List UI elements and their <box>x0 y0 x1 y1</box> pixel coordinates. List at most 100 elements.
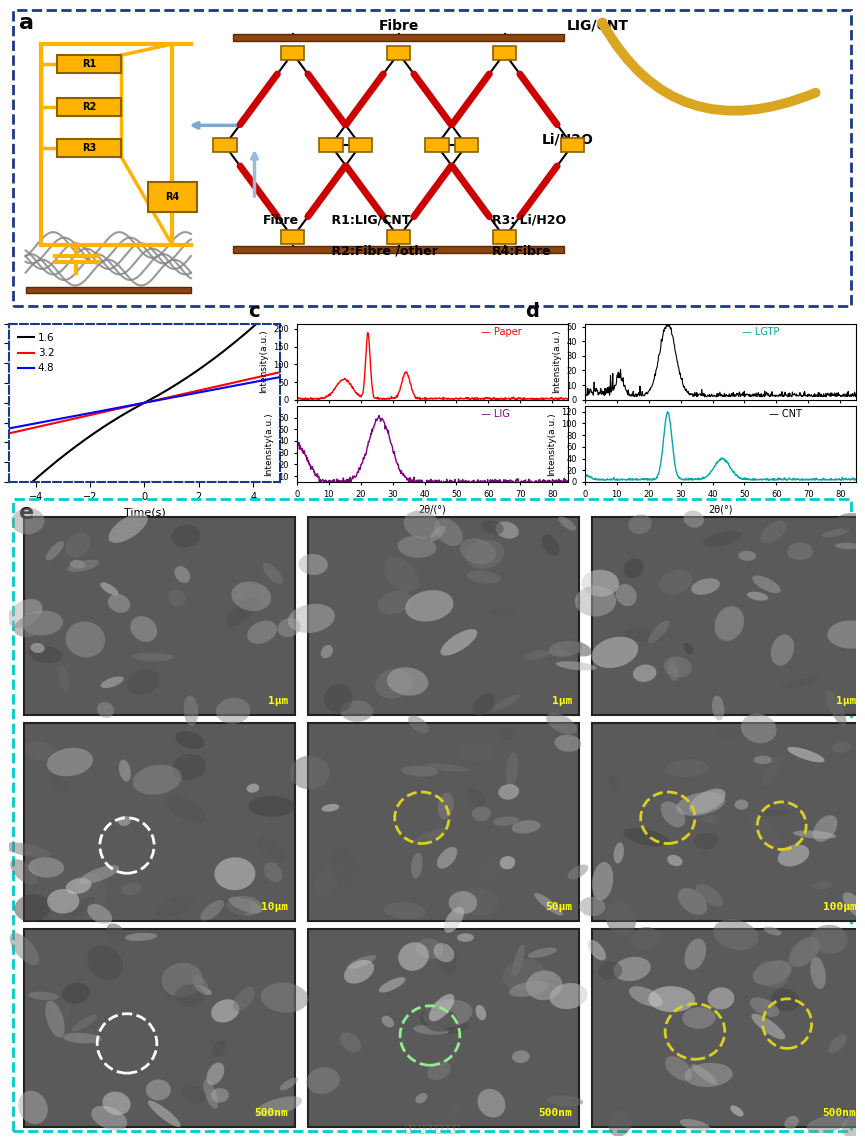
Ellipse shape <box>384 902 426 919</box>
Ellipse shape <box>756 960 788 988</box>
1.6 <box>170 378 180 392</box>
Ellipse shape <box>787 747 824 763</box>
Ellipse shape <box>694 833 718 850</box>
Ellipse shape <box>771 635 794 666</box>
Ellipse shape <box>458 887 499 915</box>
Ellipse shape <box>382 1069 421 1099</box>
Ellipse shape <box>381 1015 394 1028</box>
Ellipse shape <box>708 988 734 1010</box>
Text: 1μm: 1μm <box>836 695 856 706</box>
Ellipse shape <box>509 981 548 997</box>
Ellipse shape <box>22 611 63 635</box>
Ellipse shape <box>555 661 597 670</box>
Bar <box>349 138 372 152</box>
Ellipse shape <box>827 620 865 649</box>
Ellipse shape <box>228 896 262 914</box>
4.8 <box>4 421 15 435</box>
Ellipse shape <box>482 520 504 534</box>
Ellipse shape <box>702 531 741 547</box>
Ellipse shape <box>207 1062 224 1085</box>
Ellipse shape <box>169 589 186 606</box>
Bar <box>592 928 863 1127</box>
Bar <box>387 47 411 61</box>
Ellipse shape <box>661 802 685 827</box>
Ellipse shape <box>467 788 485 807</box>
Ellipse shape <box>413 1026 449 1035</box>
Ellipse shape <box>835 542 861 549</box>
1.6 <box>275 295 285 308</box>
Ellipse shape <box>734 799 748 810</box>
Ellipse shape <box>87 904 112 924</box>
Text: 500nm: 500nm <box>823 1108 856 1118</box>
Text: R4: R4 <box>165 193 179 202</box>
X-axis label: Time(s): Time(s) <box>124 507 165 517</box>
Ellipse shape <box>812 882 832 890</box>
Ellipse shape <box>842 1110 865 1139</box>
Ellipse shape <box>680 1119 710 1132</box>
Line: 4.8: 4.8 <box>9 377 280 428</box>
Ellipse shape <box>248 796 295 817</box>
Bar <box>592 517 863 715</box>
Ellipse shape <box>166 795 205 823</box>
Ellipse shape <box>176 731 204 749</box>
Bar <box>454 138 478 152</box>
Ellipse shape <box>399 942 429 971</box>
Ellipse shape <box>288 604 335 633</box>
Text: Fibre: Fibre <box>378 18 419 33</box>
3.2 <box>250 371 260 385</box>
Ellipse shape <box>668 661 679 681</box>
Bar <box>234 246 564 252</box>
Ellipse shape <box>28 991 59 1000</box>
Y-axis label: Intensity(a.u.): Intensity(a.u.) <box>264 412 272 476</box>
Text: R1: R1 <box>82 59 96 69</box>
Bar <box>57 98 121 115</box>
Text: — Paper: — Paper <box>482 327 522 337</box>
Ellipse shape <box>712 695 724 721</box>
Ellipse shape <box>330 849 356 885</box>
Ellipse shape <box>749 817 781 849</box>
Ellipse shape <box>702 814 720 823</box>
Ellipse shape <box>659 570 692 594</box>
Ellipse shape <box>408 715 429 733</box>
Ellipse shape <box>807 1116 848 1133</box>
Ellipse shape <box>425 764 470 772</box>
Text: 1μm: 1μm <box>268 695 288 706</box>
Ellipse shape <box>80 864 119 884</box>
Ellipse shape <box>100 676 124 689</box>
Ellipse shape <box>45 1000 65 1038</box>
Y-axis label: Intensity(a.u.): Intensity(a.u.) <box>259 330 267 394</box>
Ellipse shape <box>146 1079 170 1101</box>
Ellipse shape <box>822 528 850 538</box>
Text: — CNT: — CNT <box>769 409 802 419</box>
Ellipse shape <box>72 1015 97 1031</box>
Bar <box>281 231 304 244</box>
Ellipse shape <box>430 525 445 541</box>
Line: 1.6: 1.6 <box>9 301 280 504</box>
Ellipse shape <box>457 933 474 942</box>
Ellipse shape <box>201 900 224 920</box>
X-axis label: 2θ/(°): 2θ/(°) <box>419 504 446 514</box>
Ellipse shape <box>321 645 333 659</box>
Ellipse shape <box>580 896 606 916</box>
Ellipse shape <box>260 982 309 1013</box>
Ellipse shape <box>499 727 516 740</box>
Ellipse shape <box>778 844 810 867</box>
Ellipse shape <box>427 1061 451 1080</box>
Ellipse shape <box>772 989 800 1012</box>
Ellipse shape <box>666 759 708 777</box>
Ellipse shape <box>216 698 251 724</box>
Ellipse shape <box>524 650 550 660</box>
Bar <box>234 34 564 41</box>
Ellipse shape <box>106 924 126 944</box>
Ellipse shape <box>613 843 624 863</box>
Ellipse shape <box>667 854 682 866</box>
Ellipse shape <box>730 1105 744 1117</box>
Bar <box>561 138 584 152</box>
4.8 <box>165 391 176 404</box>
Ellipse shape <box>787 542 813 561</box>
Ellipse shape <box>127 669 159 695</box>
4.8 <box>275 370 285 384</box>
3.2 <box>3 427 14 441</box>
Ellipse shape <box>683 643 693 654</box>
Ellipse shape <box>314 863 343 896</box>
